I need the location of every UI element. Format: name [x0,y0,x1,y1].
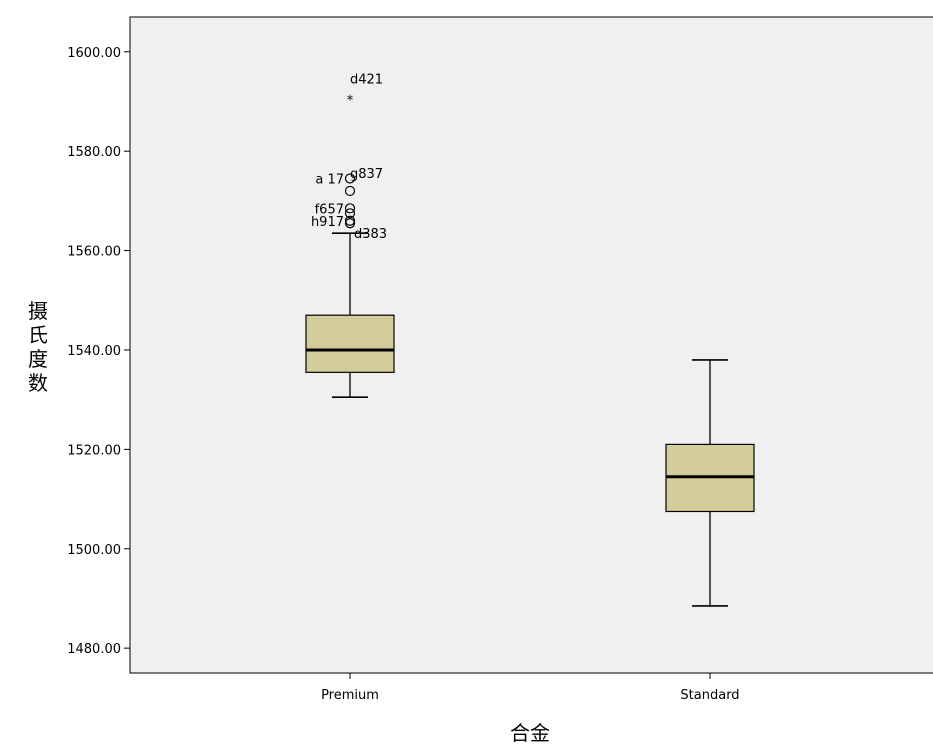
outlier-label: d421 [350,73,383,88]
y-axis: 1480.00 1500.00 1520.00 1540.00 1560.00 1580.… [67,46,130,657]
x-tick-label: Standard [680,688,739,703]
iqr-box [305,314,395,373]
y-axis-title-char: 氏 [28,323,48,347]
x-tick-label: Premium [321,688,379,703]
outlier-label: d383 [354,227,387,242]
extreme-outlier-marker: * [347,94,354,109]
outlier-label: g837 [350,167,383,182]
y-tick-label: 1480.00 [67,642,121,657]
x-axis: Premium Standard [321,673,740,703]
outlier-label: h917 [311,215,344,230]
outlier-label: f657 [315,202,344,217]
plot-area [129,16,933,674]
y-tick-label: 1520.00 [67,443,121,458]
outlier-marker [344,218,356,229]
outlier-label: a 17 [315,173,344,188]
outlier-marker [344,215,356,226]
outlier-marker [344,173,356,184]
y-axis-title: 摄氏度数 [28,299,48,395]
y-tick-label: 1500.00 [67,543,121,558]
box-standard [665,359,755,607]
y-tick-label: 1560.00 [67,245,121,260]
y-tick-label: 1600.00 [67,46,121,61]
y-axis-title-char: 数 [28,371,48,395]
y-axis-title-char: 摄 [28,299,48,323]
outlier-marker [344,185,356,197]
y-axis-title-char: 度 [28,347,48,371]
x-axis-title: 合金 [510,721,550,745]
outlier-marker [344,208,356,219]
y-tick-label: 1580.00 [67,145,121,160]
outlier-marker [344,203,356,214]
y-tick-label: 1540.00 [67,344,121,359]
